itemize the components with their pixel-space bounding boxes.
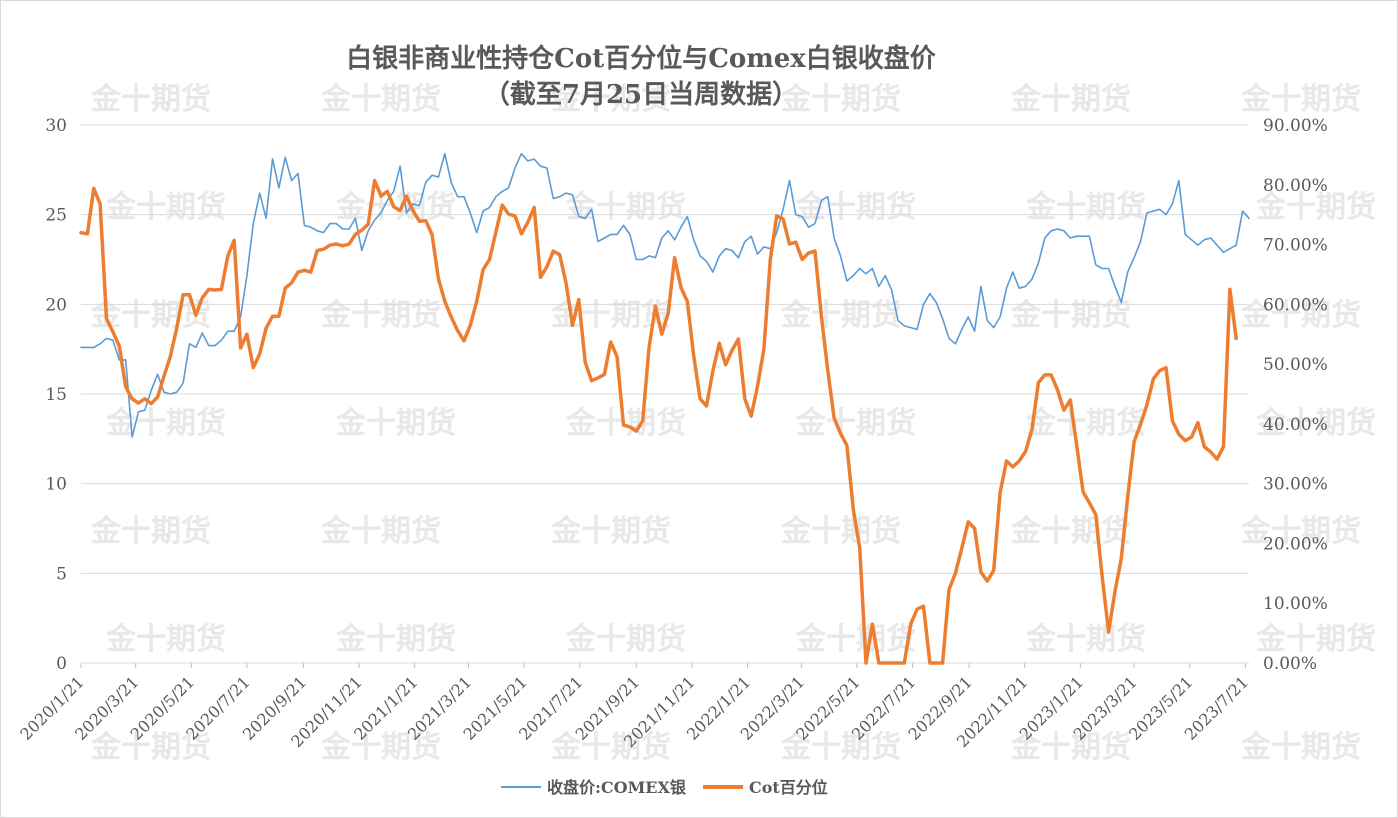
y-right-tick-label: 90.00% — [1263, 116, 1328, 136]
y-right-tick-label: 20.00% — [1263, 534, 1328, 554]
watermark-text: 金十期货 — [550, 82, 671, 117]
y-left-tick-label: 10 — [45, 475, 67, 495]
y-left-tick-label: 30 — [45, 116, 67, 136]
y-right-tick-label: 80.00% — [1263, 176, 1328, 196]
watermark-text: 金十期货 — [1010, 82, 1131, 117]
watermark-text: 金十期货 — [565, 190, 686, 225]
gridlines — [81, 124, 1249, 664]
watermark-text: 金十期货 — [90, 730, 211, 765]
y-right-tick-label: 60.00% — [1263, 295, 1328, 315]
watermark-text: 金十期货 — [780, 514, 901, 549]
watermark-text: 金十期货 — [335, 622, 456, 657]
watermark-text: 金十期货 — [105, 406, 226, 441]
chart-subtitle: （截至7月25日当周数据） — [484, 80, 798, 110]
watermark-text: 金十期货 — [1240, 82, 1361, 117]
series-line-cot-percentile — [79, 178, 1238, 665]
watermark-text: 金十期货 — [795, 622, 916, 657]
series-line-close-price — [80, 152, 1250, 438]
watermark-text: 金十期货 — [320, 514, 441, 549]
watermark-text: 金十期货 — [550, 514, 671, 549]
watermark-text: 金十期货 — [565, 406, 686, 441]
y-left-tick-label: 5 — [56, 564, 67, 584]
series-layer — [79, 152, 1250, 665]
y-right-tick-label: 70.00% — [1263, 236, 1328, 256]
watermark-text: 金十期货 — [1255, 406, 1376, 441]
watermark-text: 金十期货 — [780, 82, 901, 117]
y-right-tick-label: 40.00% — [1263, 415, 1328, 435]
watermark-text: 金十期货 — [90, 82, 211, 117]
watermark-text: 金十期货 — [105, 190, 226, 225]
watermark-text: 金十期货 — [780, 298, 901, 333]
watermark-text: 金十期货 — [565, 622, 686, 657]
chart-title: 白银非商业性持仓Cot百分位与Comex白银收盘价 — [346, 43, 937, 74]
y-right-tick-label: 0.00% — [1263, 654, 1317, 674]
watermark-text: 金十期货 — [1240, 514, 1361, 549]
watermark-text: 金十期货 — [1010, 514, 1131, 549]
y-right-tick-label: 10.00% — [1263, 594, 1328, 614]
legend-label-close-price: 收盘价:COMEX银 — [547, 778, 687, 797]
y-right-tick-label: 50.00% — [1263, 355, 1328, 375]
watermark-text: 金十期货 — [1025, 622, 1146, 657]
watermark-text: 金十期货 — [1240, 298, 1361, 333]
watermark-text: 金十期货 — [320, 298, 441, 333]
y-left-tick-label: 0 — [56, 654, 67, 674]
watermark-text: 金十期货 — [320, 82, 441, 117]
watermark-text: 金十期货 — [1025, 190, 1146, 225]
watermark-text: 金十期货 — [105, 622, 226, 657]
watermark-text: 金十期货 — [1255, 190, 1376, 225]
watermark-text: 金十期货 — [1255, 622, 1376, 657]
watermark-text: 金十期货 — [795, 406, 916, 441]
legend: 收盘价:COMEX银 Cot百分位 — [501, 778, 828, 797]
watermark-text: 金十期货 — [1010, 298, 1131, 333]
watermark-text: 金十期货 — [90, 514, 211, 549]
legend-label-cot-percentile: Cot百分位 — [749, 778, 828, 797]
watermark-text: 金十期货 — [335, 406, 456, 441]
y-left-tick-label: 20 — [45, 295, 67, 315]
y-axis-left: 0 5 10 15 20 25 30 — [45, 116, 67, 674]
watermark-text: 金十期货 — [320, 730, 441, 765]
y-left-tick-label: 25 — [45, 206, 67, 226]
watermark-text: 金十期货 — [550, 730, 671, 765]
watermark-text: 金十期货 — [1025, 406, 1146, 441]
y-left-tick-label: 15 — [45, 385, 67, 405]
y-axis-right: 0.00% 10.00% 20.00% 30.00% 40.00% 50.00% 60.00… — [1263, 116, 1328, 674]
y-right-tick-label: 30.00% — [1263, 475, 1328, 495]
watermark-text: 金十期货 — [795, 190, 916, 225]
watermark-text: 金十期货 — [1010, 730, 1131, 765]
watermark-text: 金十期货 — [1240, 730, 1361, 765]
watermark-text: 金十期货 — [780, 730, 901, 765]
